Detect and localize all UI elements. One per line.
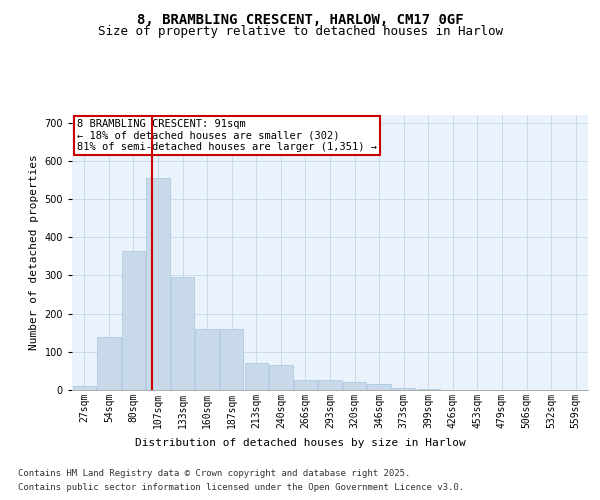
Bar	[97, 336, 121, 390]
Bar	[416, 389, 440, 390]
Bar	[392, 388, 415, 390]
Bar	[343, 382, 366, 390]
Bar	[196, 329, 219, 390]
Text: Contains public sector information licensed under the Open Government Licence v3: Contains public sector information licen…	[18, 484, 464, 492]
Y-axis label: Number of detached properties: Number of detached properties	[29, 154, 39, 350]
Text: Distribution of detached houses by size in Harlow: Distribution of detached houses by size …	[134, 438, 466, 448]
Bar	[122, 250, 145, 390]
Bar	[319, 380, 341, 390]
Text: Size of property relative to detached houses in Harlow: Size of property relative to detached ho…	[97, 25, 503, 38]
Bar	[220, 329, 244, 390]
Bar	[73, 386, 96, 390]
Text: 8, BRAMBLING CRESCENT, HARLOW, CM17 0GF: 8, BRAMBLING CRESCENT, HARLOW, CM17 0GF	[137, 12, 463, 26]
Text: Contains HM Land Registry data © Crown copyright and database right 2025.: Contains HM Land Registry data © Crown c…	[18, 468, 410, 477]
Bar	[294, 380, 317, 390]
Bar	[245, 364, 268, 390]
Bar	[146, 178, 170, 390]
Bar	[269, 365, 293, 390]
Text: 8 BRAMBLING CRESCENT: 91sqm
← 18% of detached houses are smaller (302)
81% of se: 8 BRAMBLING CRESCENT: 91sqm ← 18% of det…	[77, 119, 377, 152]
Bar	[171, 278, 194, 390]
Bar	[367, 384, 391, 390]
